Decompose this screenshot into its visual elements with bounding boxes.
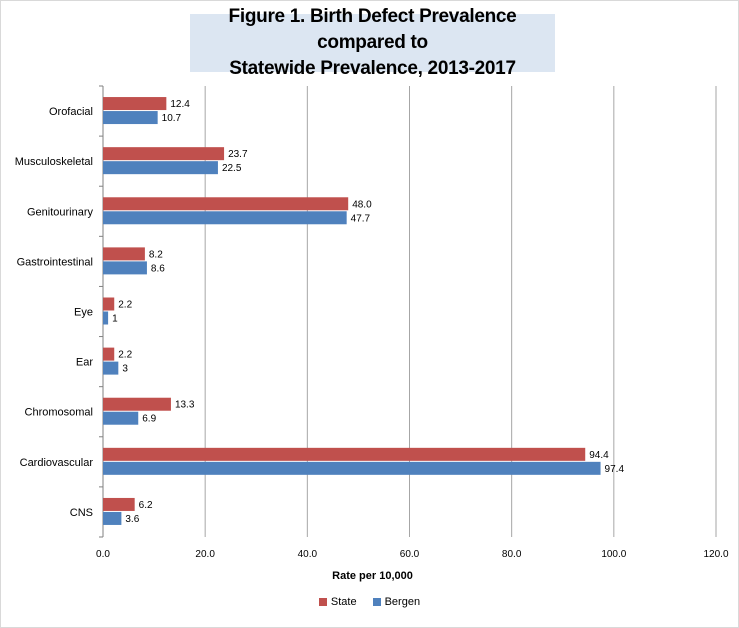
data-label: 22.5: [222, 163, 242, 174]
data-label: 13.3: [175, 400, 195, 411]
x-tick-label: 100.0: [601, 549, 626, 560]
x-tick-label: 120.0: [703, 549, 728, 560]
bar-state: [103, 397, 171, 411]
bar-bergen: [103, 511, 122, 525]
bar-bergen: [103, 261, 147, 275]
category-label: CNS: [70, 507, 93, 519]
legend-swatch-state: [318, 598, 327, 606]
data-label: 10.7: [162, 113, 182, 124]
data-label: 6.2: [139, 500, 153, 511]
chart-legend: State Bergen: [0, 596, 739, 608]
x-tick-label: 0.0: [96, 549, 110, 560]
data-label: 2.2: [118, 300, 132, 311]
category-label: Orofacial: [49, 106, 93, 118]
x-axis-title: Rate per 10,000: [332, 570, 413, 582]
bar-bergen: [103, 411, 139, 425]
data-label: 48.0: [352, 199, 372, 210]
legend-item-bergen: Bergen: [372, 596, 421, 608]
bar-state: [103, 447, 586, 461]
x-tick-label: 80.0: [502, 549, 522, 560]
bar-state: [103, 347, 115, 361]
legend-label-state: State: [330, 596, 357, 608]
bar-bergen: [103, 361, 119, 375]
bar-bergen: [103, 461, 601, 475]
category-label: Eye: [74, 307, 93, 319]
bar-state: [103, 247, 145, 261]
chart-title: Figure 1. Birth Defect Prevalence compar…: [228, 6, 517, 79]
data-label: 3: [122, 364, 128, 375]
x-tick-label: 20.0: [195, 549, 215, 560]
data-label: 94.4: [589, 450, 609, 461]
data-label: 8.6: [151, 263, 165, 274]
bar-state: [103, 497, 135, 511]
bar-state: [103, 147, 225, 161]
data-label: 97.4: [605, 464, 625, 475]
data-label: 3.6: [125, 514, 139, 525]
category-label: Chromosomal: [25, 407, 93, 419]
bar-bergen: [103, 161, 218, 175]
category-label: Genitourinary: [27, 206, 94, 218]
chart-title-box: Figure 1. Birth Defect Prevalence compar…: [190, 6, 555, 79]
data-label: 47.7: [351, 213, 371, 224]
data-label: 23.7: [228, 149, 248, 160]
data-label: 12.4: [170, 99, 190, 110]
category-label: Gastrointestinal: [17, 256, 93, 268]
x-tick-label: 60.0: [400, 549, 420, 560]
data-label: 8.2: [149, 249, 163, 260]
legend-swatch-bergen: [372, 598, 381, 606]
category-label: Cardiovascular: [20, 457, 94, 469]
bar-bergen: [103, 211, 347, 225]
category-label: Musculoskeletal: [15, 156, 93, 168]
category-label: Ear: [76, 357, 93, 369]
bar-state: [103, 97, 167, 111]
bar-state: [103, 297, 115, 311]
legend-item-state: State: [318, 596, 357, 608]
x-tick-label: 40.0: [298, 549, 318, 560]
bar-bergen: [103, 311, 109, 325]
data-label: 2.2: [118, 350, 132, 361]
legend-label-bergen: Bergen: [384, 596, 421, 608]
bar-bergen: [103, 111, 158, 125]
bar-state: [103, 197, 349, 211]
data-label: 1: [112, 314, 118, 325]
data-label: 6.9: [142, 414, 156, 425]
